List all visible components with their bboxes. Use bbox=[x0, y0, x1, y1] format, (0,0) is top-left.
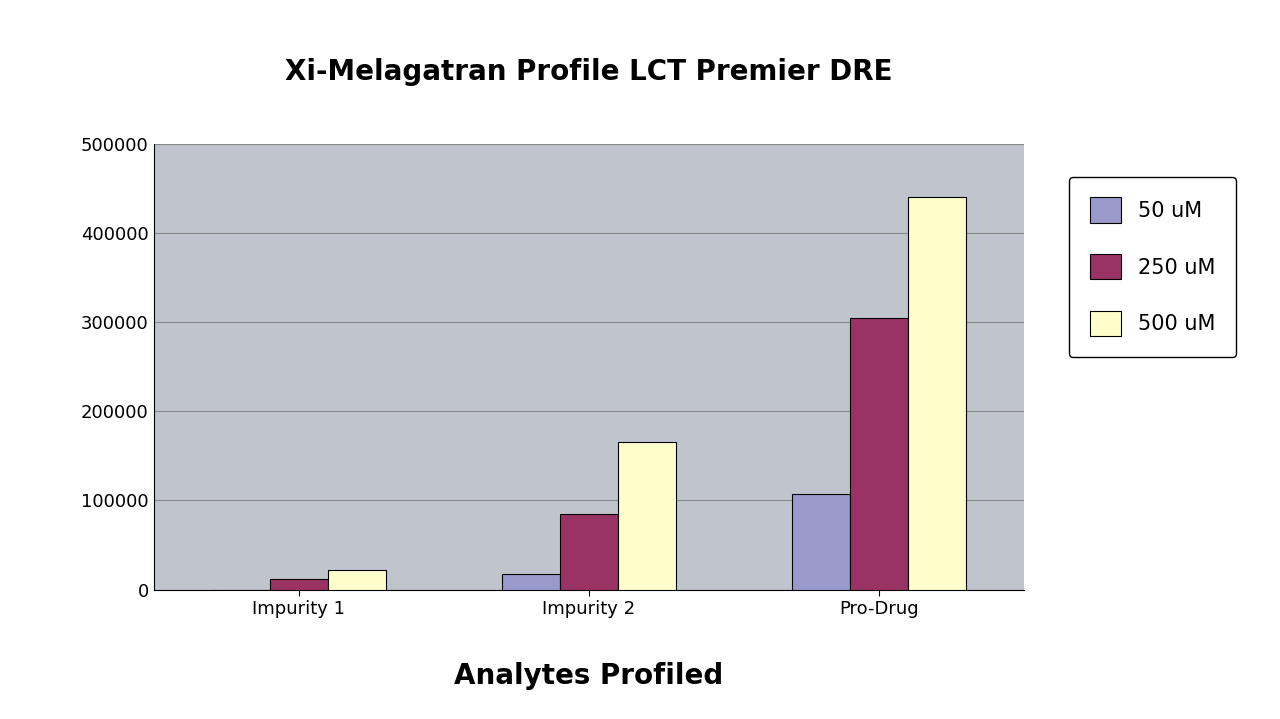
Legend: 50 uM, 250 uM, 500 uM: 50 uM, 250 uM, 500 uM bbox=[1069, 176, 1236, 357]
Bar bbox=[270, 579, 328, 590]
Text: Analytes Profiled: Analytes Profiled bbox=[454, 662, 723, 690]
Bar bbox=[850, 318, 908, 590]
Bar bbox=[502, 574, 559, 590]
Bar bbox=[328, 570, 385, 590]
Bar bbox=[908, 197, 966, 590]
Bar bbox=[618, 442, 676, 590]
Bar bbox=[559, 514, 618, 590]
Text: Xi-Melagatran Profile LCT Premier DRE: Xi-Melagatran Profile LCT Premier DRE bbox=[285, 58, 892, 86]
Bar bbox=[792, 494, 850, 590]
